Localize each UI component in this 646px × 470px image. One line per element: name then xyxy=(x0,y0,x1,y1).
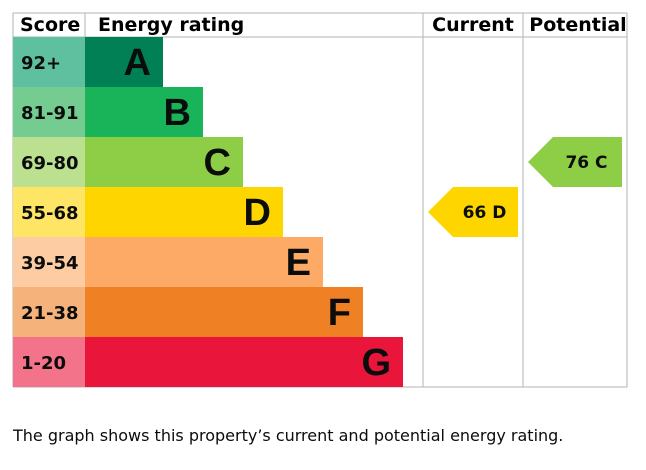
score-range-d: 55-68 xyxy=(21,203,79,224)
rating-letter-e: E xyxy=(286,242,311,284)
score-cell-a xyxy=(13,37,85,87)
score-header: Score xyxy=(20,14,80,36)
score-range-a: 92+ xyxy=(21,53,61,74)
rating-bar-e xyxy=(85,237,323,287)
score-cell-b xyxy=(13,87,85,137)
rating-letter-a: A xyxy=(124,42,151,84)
score-range-b: 81-91 xyxy=(21,103,79,124)
score-range-g: 1-20 xyxy=(21,353,66,374)
potential-header: Potential xyxy=(529,14,626,36)
current-rating-arrow xyxy=(428,187,518,237)
score-cell-e xyxy=(13,237,85,287)
rating-letter-f: F xyxy=(328,292,351,334)
score-cell-g xyxy=(13,337,85,387)
rating-bar-g xyxy=(85,337,403,387)
score-cell-f xyxy=(13,287,85,337)
current-rating-label: 66 D xyxy=(463,203,507,223)
current-header: Current xyxy=(432,14,514,36)
rating-bar-c xyxy=(85,137,243,187)
epc-chart: Score Energy rating Current Potential 92… xyxy=(12,12,628,388)
rating-bar-f xyxy=(85,287,363,337)
potential-rating-arrow xyxy=(528,137,622,187)
rating-bar-d xyxy=(85,187,283,237)
rating-bar-b xyxy=(85,87,203,137)
potential-rating-label: 76 C xyxy=(565,153,607,173)
energy-rating-header: Energy rating xyxy=(98,14,244,36)
score-range-c: 69-80 xyxy=(21,153,79,174)
rating-letter-g: G xyxy=(361,342,391,384)
rating-letter-b: B xyxy=(164,92,191,134)
column-headers: Score Energy rating Current Potential xyxy=(20,14,627,36)
rating-markers: 66 D 76 C xyxy=(428,137,622,237)
score-cell-d xyxy=(13,187,85,237)
rating-bar-a xyxy=(85,37,163,87)
rating-bands: 92+ A 81-91 B 69-80 C 55-68 D 39-54 E 21-38 F 1-20 G xyxy=(13,37,403,387)
score-range-f: 21-38 xyxy=(21,303,79,324)
score-cell-c xyxy=(13,137,85,187)
rating-letter-d: D xyxy=(244,192,271,234)
score-range-e: 39-54 xyxy=(21,253,79,274)
rating-letter-c: C xyxy=(204,142,231,184)
chart-caption: The graph shows this property’s current … xyxy=(13,426,564,445)
